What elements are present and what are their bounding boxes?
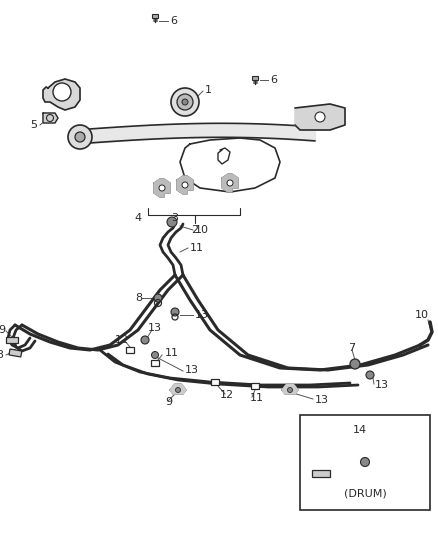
Bar <box>6 337 18 343</box>
Circle shape <box>366 371 374 379</box>
Polygon shape <box>154 179 170 197</box>
Circle shape <box>159 185 165 191</box>
Bar <box>152 14 158 18</box>
Text: 11: 11 <box>190 243 204 253</box>
Text: 13: 13 <box>195 310 209 320</box>
Circle shape <box>315 112 325 122</box>
Circle shape <box>152 351 159 359</box>
Text: 13: 13 <box>185 365 199 375</box>
Text: 10: 10 <box>415 310 429 320</box>
Polygon shape <box>177 176 193 194</box>
Bar <box>300 415 430 510</box>
Text: 9: 9 <box>165 397 172 407</box>
Circle shape <box>7 337 13 343</box>
Circle shape <box>68 125 92 149</box>
Circle shape <box>167 217 177 227</box>
Circle shape <box>227 180 233 186</box>
Polygon shape <box>282 384 298 394</box>
Polygon shape <box>222 174 238 192</box>
Text: 4: 4 <box>134 213 141 223</box>
Circle shape <box>11 350 17 354</box>
Circle shape <box>171 88 199 116</box>
Text: 8: 8 <box>135 293 142 303</box>
Text: 6: 6 <box>270 75 277 85</box>
Circle shape <box>75 132 85 142</box>
Circle shape <box>141 336 149 344</box>
Text: 5: 5 <box>30 120 37 130</box>
Text: 10: 10 <box>195 225 209 235</box>
Polygon shape <box>43 79 80 110</box>
Circle shape <box>287 387 293 392</box>
Text: 12: 12 <box>115 335 129 345</box>
Polygon shape <box>170 384 186 394</box>
Text: 3: 3 <box>172 213 179 223</box>
Circle shape <box>53 83 71 101</box>
Circle shape <box>182 182 188 188</box>
Bar <box>151 360 159 366</box>
Text: 11: 11 <box>250 393 264 403</box>
Bar <box>251 383 259 389</box>
Text: 13: 13 <box>0 350 5 360</box>
Text: 11: 11 <box>165 348 179 358</box>
Text: 13: 13 <box>315 395 329 405</box>
Text: 1: 1 <box>205 85 212 95</box>
Bar <box>312 470 330 477</box>
Circle shape <box>360 457 370 466</box>
Bar <box>126 347 134 353</box>
Text: 13: 13 <box>375 380 389 390</box>
Text: 9: 9 <box>0 325 5 335</box>
Bar <box>9 349 22 357</box>
Circle shape <box>182 99 188 105</box>
Text: 12: 12 <box>220 390 234 400</box>
Text: 7: 7 <box>348 343 355 353</box>
Bar <box>252 76 258 79</box>
Polygon shape <box>43 113 58 123</box>
Circle shape <box>176 387 180 392</box>
Text: 13: 13 <box>148 323 162 333</box>
Bar <box>211 379 219 385</box>
Circle shape <box>154 294 162 302</box>
Text: (DRUM): (DRUM) <box>344 488 386 498</box>
Polygon shape <box>295 104 345 130</box>
Circle shape <box>177 94 193 110</box>
Text: 14: 14 <box>353 425 367 435</box>
Circle shape <box>171 308 179 316</box>
Text: 2: 2 <box>191 225 198 235</box>
Circle shape <box>350 359 360 369</box>
Text: 6: 6 <box>170 16 177 26</box>
